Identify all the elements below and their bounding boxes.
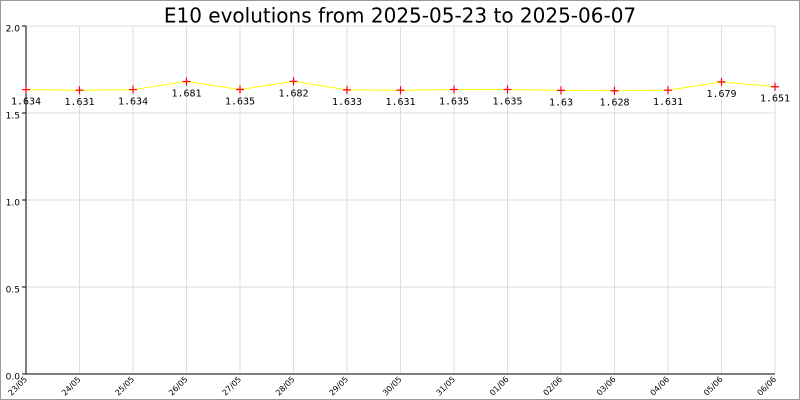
marker [396, 86, 405, 95]
marker [450, 85, 458, 94]
value-label: 1.633 [332, 97, 362, 108]
chart-title: E10 evolutions from 2025-05-23 to 2025-0… [164, 4, 636, 28]
value-label: 1.682 [278, 88, 308, 99]
value-label: 1.63 [549, 97, 573, 108]
value-label: 1.628 [599, 98, 629, 109]
value-label: 1.635 [439, 97, 469, 108]
value-label: 1.634 [11, 97, 41, 108]
value-label: 1.631 [64, 97, 94, 108]
y-tick-label: 0.5 [6, 286, 20, 296]
marker [343, 85, 351, 94]
value-label: 1.635 [225, 97, 255, 108]
value-label: 1.631 [385, 97, 415, 108]
marker [664, 86, 672, 95]
marker [771, 82, 779, 91]
marker [129, 85, 137, 94]
marker [75, 86, 84, 95]
marker [610, 86, 619, 95]
marker [557, 86, 565, 95]
marker [22, 85, 30, 94]
y-tick-label: 0.0 [6, 373, 21, 383]
value-label: 1.651 [760, 94, 790, 105]
value-label: 1.634 [118, 97, 148, 108]
marker [717, 77, 726, 86]
y-tick-label: 2.0 [6, 25, 21, 35]
value-label: 1.679 [706, 89, 736, 100]
value-label: 1.635 [492, 97, 522, 108]
value-label: 1.631 [653, 97, 683, 108]
y-tick-label: 1.0 [6, 199, 21, 209]
marker [289, 77, 298, 86]
marker [236, 85, 244, 94]
marker [182, 77, 191, 86]
value-label: 1.681 [171, 89, 201, 100]
y-tick-label: 1.5 [6, 112, 20, 122]
marker [503, 85, 512, 94]
